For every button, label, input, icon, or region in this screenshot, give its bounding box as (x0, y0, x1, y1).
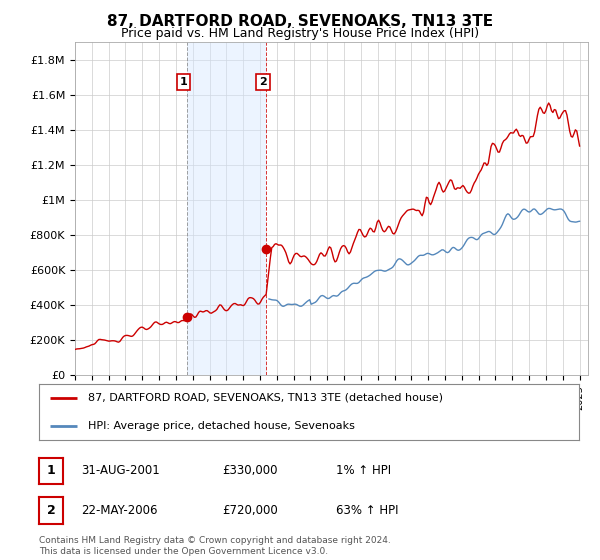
Text: 2: 2 (47, 503, 55, 517)
Text: 1: 1 (180, 77, 188, 87)
Text: 87, DARTFORD ROAD, SEVENOAKS, TN13 3TE: 87, DARTFORD ROAD, SEVENOAKS, TN13 3TE (107, 14, 493, 29)
Text: 2: 2 (259, 77, 267, 87)
Text: Contains HM Land Registry data © Crown copyright and database right 2024.
This d: Contains HM Land Registry data © Crown c… (39, 536, 391, 556)
Text: 22-MAY-2006: 22-MAY-2006 (81, 503, 157, 517)
Text: £330,000: £330,000 (222, 464, 277, 478)
Text: 63% ↑ HPI: 63% ↑ HPI (336, 503, 398, 517)
Text: 1: 1 (47, 464, 55, 478)
Text: 31-AUG-2001: 31-AUG-2001 (81, 464, 160, 478)
Text: Price paid vs. HM Land Registry's House Price Index (HPI): Price paid vs. HM Land Registry's House … (121, 27, 479, 40)
Text: £720,000: £720,000 (222, 503, 278, 517)
Text: 87, DARTFORD ROAD, SEVENOAKS, TN13 3TE (detached house): 87, DARTFORD ROAD, SEVENOAKS, TN13 3TE (… (88, 393, 443, 403)
Text: HPI: Average price, detached house, Sevenoaks: HPI: Average price, detached house, Seve… (88, 421, 355, 431)
Bar (187, 42, 266, 375)
Text: 1% ↑ HPI: 1% ↑ HPI (336, 464, 391, 478)
